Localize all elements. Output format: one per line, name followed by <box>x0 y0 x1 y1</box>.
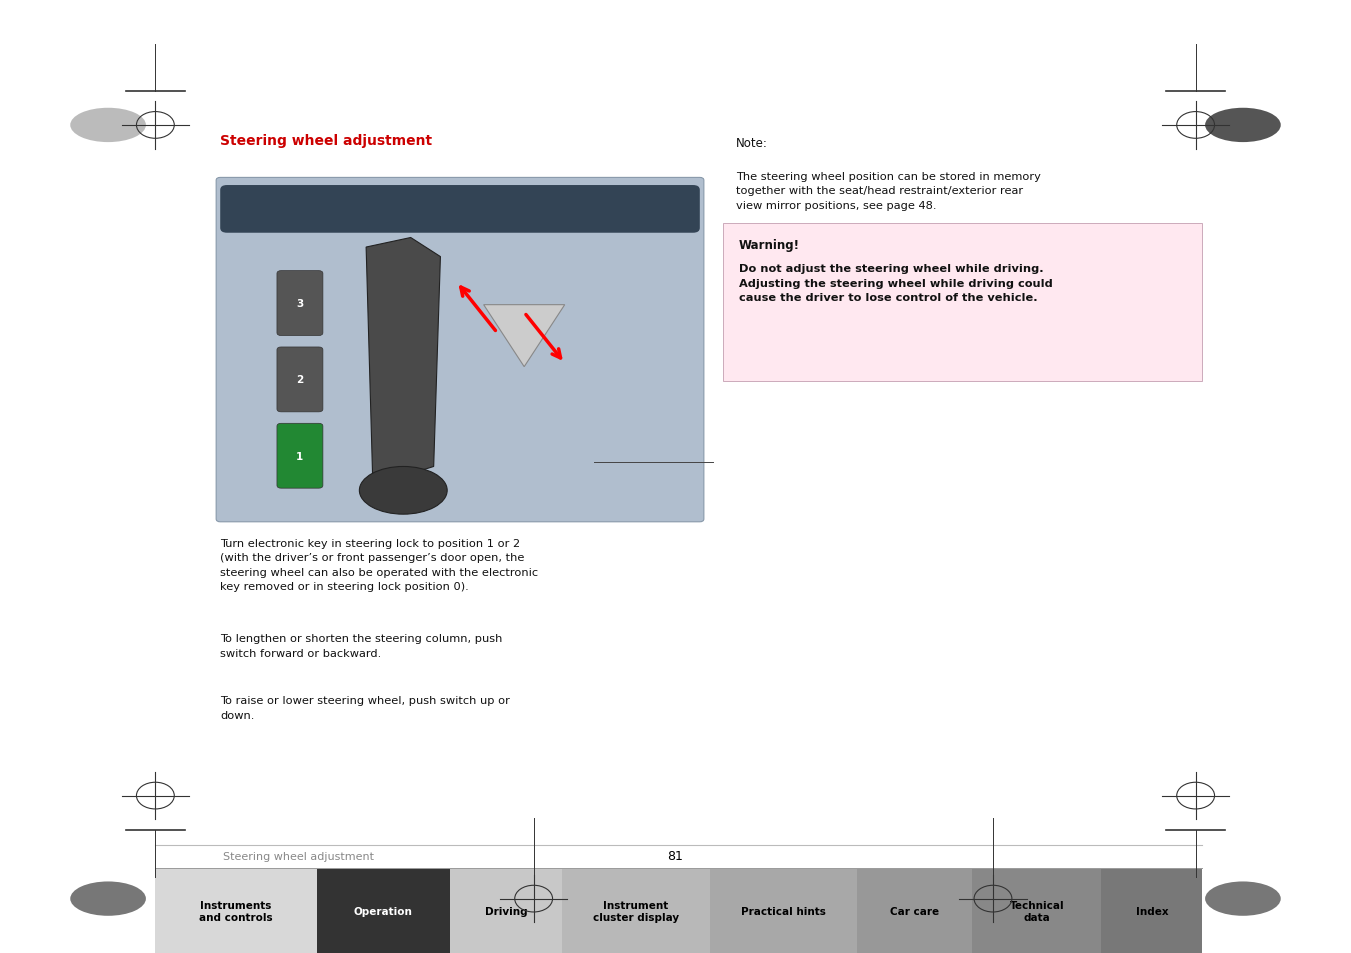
Text: The steering wheel position can be stored in memory
together with the seat/head : The steering wheel position can be store… <box>736 172 1042 211</box>
FancyBboxPatch shape <box>220 186 700 233</box>
Ellipse shape <box>1205 882 1281 916</box>
Ellipse shape <box>70 109 146 143</box>
Bar <box>316 869 450 953</box>
Text: Driving: Driving <box>485 906 527 916</box>
Text: To raise or lower steering wheel, push switch up or
down.: To raise or lower steering wheel, push s… <box>220 696 511 720</box>
Text: Steering wheel adjustment: Steering wheel adjustment <box>220 133 432 148</box>
FancyBboxPatch shape <box>277 272 323 336</box>
FancyBboxPatch shape <box>277 348 323 413</box>
Text: Turn electronic key in steering lock to position 1 or 2
(with the driver’s or fr: Turn electronic key in steering lock to … <box>220 538 538 592</box>
Text: Steering wheel adjustment: Steering wheel adjustment <box>223 851 374 861</box>
Ellipse shape <box>70 882 146 916</box>
Bar <box>973 869 1101 953</box>
Text: Car care: Car care <box>890 906 939 916</box>
Bar <box>709 869 857 953</box>
Text: 1: 1 <box>296 452 304 461</box>
Text: To lengthen or shorten the steering column, push
switch forward or backward.: To lengthen or shorten the steering colu… <box>220 634 503 659</box>
Ellipse shape <box>1205 109 1281 143</box>
Ellipse shape <box>359 467 447 515</box>
Text: 2: 2 <box>296 375 304 385</box>
Polygon shape <box>366 238 440 486</box>
Text: 3: 3 <box>296 299 304 309</box>
Bar <box>562 869 709 953</box>
Text: 81: 81 <box>667 849 684 862</box>
Text: Instrument
cluster display: Instrument cluster display <box>593 901 680 922</box>
Bar <box>155 869 316 953</box>
Text: Instruments
and controls: Instruments and controls <box>199 901 273 922</box>
Text: Index: Index <box>1136 906 1169 916</box>
Text: Operation: Operation <box>354 906 413 916</box>
Text: Do not adjust the steering wheel while driving.
Adjusting the steering wheel whi: Do not adjust the steering wheel while d… <box>739 264 1052 303</box>
FancyBboxPatch shape <box>216 178 704 522</box>
Bar <box>723 224 1202 381</box>
FancyBboxPatch shape <box>277 424 323 489</box>
Text: Warning!: Warning! <box>739 239 800 253</box>
Bar <box>857 869 973 953</box>
Text: Note:: Note: <box>736 136 769 150</box>
Bar <box>450 869 562 953</box>
Polygon shape <box>484 305 565 367</box>
Text: Practical hints: Practical hints <box>740 906 825 916</box>
Text: Technical
data: Technical data <box>1009 901 1065 922</box>
Bar <box>1101 869 1202 953</box>
